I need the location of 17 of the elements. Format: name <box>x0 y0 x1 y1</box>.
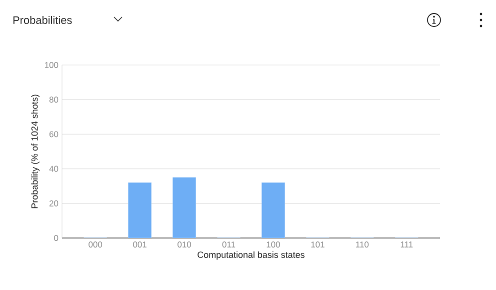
y-tick-label: 80 <box>49 96 58 103</box>
x-axis-title: Computational basis states <box>198 251 304 260</box>
y-axis-title: Probability (% of 1024 shots) <box>31 94 40 208</box>
x-tick-label: 011 <box>222 242 236 248</box>
x-tick-label: 101 <box>311 242 324 248</box>
y-tick-label: 40 <box>49 166 58 172</box>
x-tick-label: 000 <box>88 242 102 248</box>
y-tick-label: 100 <box>44 62 58 68</box>
x-tick-label: 010 <box>178 242 192 248</box>
y-tick-label: 0 <box>54 235 58 241</box>
x-tick-label: 100 <box>266 242 280 248</box>
y-tick-label: 60 <box>50 131 58 138</box>
x-tick-label: 110 <box>356 242 369 248</box>
y-tick-label: 20 <box>49 200 58 206</box>
x-tick-label: 111 <box>400 242 413 248</box>
chart-title: Probabilities <box>13 16 72 24</box>
x-tick-label: 001 <box>133 242 146 248</box>
